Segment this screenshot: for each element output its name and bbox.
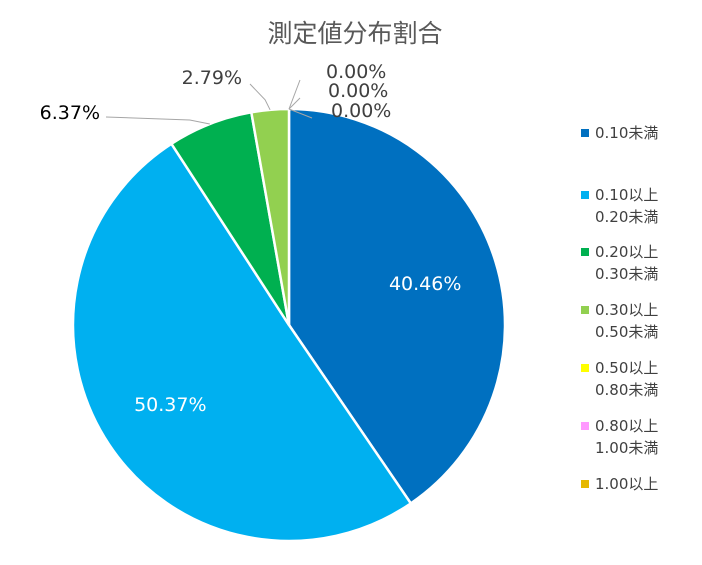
pie-slices xyxy=(71,107,507,543)
leader-lines xyxy=(105,79,313,125)
legend-label: 0.80以上 xyxy=(595,417,658,435)
legend-label: 0.20未満 xyxy=(595,208,658,226)
legend-label: 0.50未満 xyxy=(595,323,658,341)
legend-label: 1.00以上 xyxy=(595,475,658,493)
legend-swatch xyxy=(581,129,589,137)
leader-line xyxy=(288,108,313,119)
legend-label: 0.10未満 xyxy=(595,124,658,142)
chart-title: 測定値分布割合 xyxy=(267,19,442,48)
pie-slice xyxy=(71,142,413,543)
legend-label: 0.80未満 xyxy=(595,381,658,399)
legend-swatch xyxy=(581,306,589,314)
legend-swatch xyxy=(581,191,589,199)
legend-label: 1.00未満 xyxy=(595,439,658,457)
data-label: 0.00% xyxy=(328,80,388,102)
legend-swatch xyxy=(581,422,589,430)
legend: 0.10未満 0.10以上 0.20未満 0.20以上 0.30未満 0.30以上 0.50… xyxy=(581,124,658,493)
data-label: 0.00% xyxy=(331,100,391,122)
data-label: 50.37% xyxy=(134,394,206,416)
legend-swatch xyxy=(581,364,589,372)
data-label: 40.46% xyxy=(389,273,461,295)
data-label: 0.00% xyxy=(326,61,386,83)
pie-slice xyxy=(287,107,507,506)
legend-label: 0.30以上 xyxy=(595,301,658,319)
data-label: 6.37% xyxy=(40,102,100,124)
leader-line xyxy=(288,79,301,110)
legend-label: 0.10以上 xyxy=(595,186,658,204)
leader-line xyxy=(249,83,271,111)
legend-label: 0.50以上 xyxy=(595,359,658,377)
legend-label: 0.20以上 xyxy=(595,243,658,261)
leader-line xyxy=(105,116,210,125)
pie-slice xyxy=(249,107,291,326)
legend-swatch xyxy=(581,248,589,256)
leader-line xyxy=(288,97,301,110)
data-labels: 40.46%50.37%6.37%2.79% 0.00%0.00%0.00% xyxy=(40,61,462,416)
legend-label: 0.30未満 xyxy=(595,265,658,283)
data-label: 2.79% xyxy=(182,67,242,89)
legend-swatch xyxy=(581,480,589,488)
